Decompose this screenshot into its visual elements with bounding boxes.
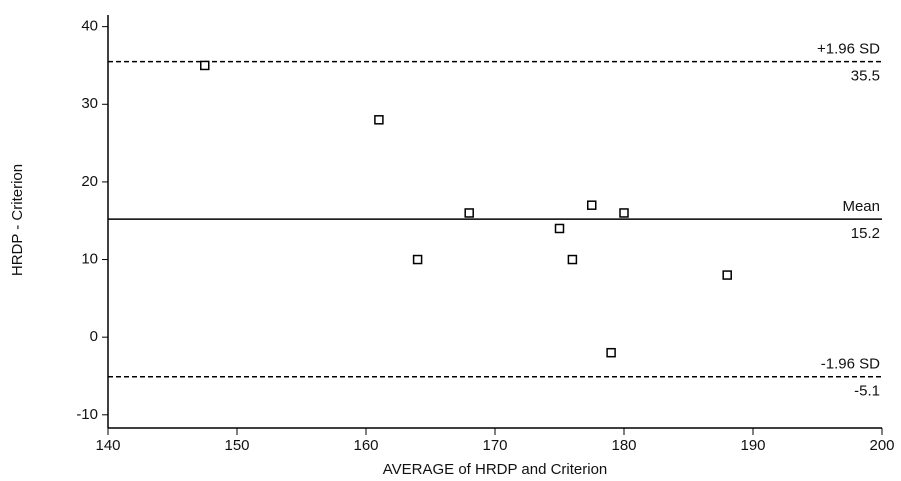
y-tick-label: 10 xyxy=(81,251,98,268)
x-tick-label: 190 xyxy=(740,437,765,454)
x-axis-label: AVERAGE of HRDP and Criterion xyxy=(383,461,608,478)
x-tick-label: 170 xyxy=(482,437,507,454)
y-axis-label: HRDP - Criterion xyxy=(9,164,26,276)
y-tick-label: 40 xyxy=(81,18,98,35)
y-tick-label: 20 xyxy=(81,173,98,190)
x-tick-label: 140 xyxy=(95,437,120,454)
x-tick-label: 180 xyxy=(611,437,636,454)
point xyxy=(587,200,597,210)
y-tick-label: -10 xyxy=(76,406,98,423)
x-tick-label: 200 xyxy=(869,437,894,454)
reference-name: -1.96 SD xyxy=(821,356,880,373)
x-tick-label: 150 xyxy=(224,437,249,454)
reference-name: +1.96 SD xyxy=(817,41,880,58)
point xyxy=(567,254,578,265)
point xyxy=(606,347,616,358)
y-tick-label: 0 xyxy=(90,328,98,345)
y-tick-label: 30 xyxy=(81,95,98,112)
point xyxy=(722,270,732,280)
point xyxy=(464,208,474,218)
point xyxy=(200,60,210,71)
x-tick-label: 160 xyxy=(353,437,378,454)
reference-value: 35.5 xyxy=(851,68,880,85)
point xyxy=(619,208,629,218)
point xyxy=(412,254,423,265)
point xyxy=(374,115,384,125)
reference-value: 15.2 xyxy=(851,225,880,242)
reference-value: -5.1 xyxy=(854,383,880,400)
point xyxy=(554,223,565,234)
reference-name: Mean xyxy=(842,198,880,215)
